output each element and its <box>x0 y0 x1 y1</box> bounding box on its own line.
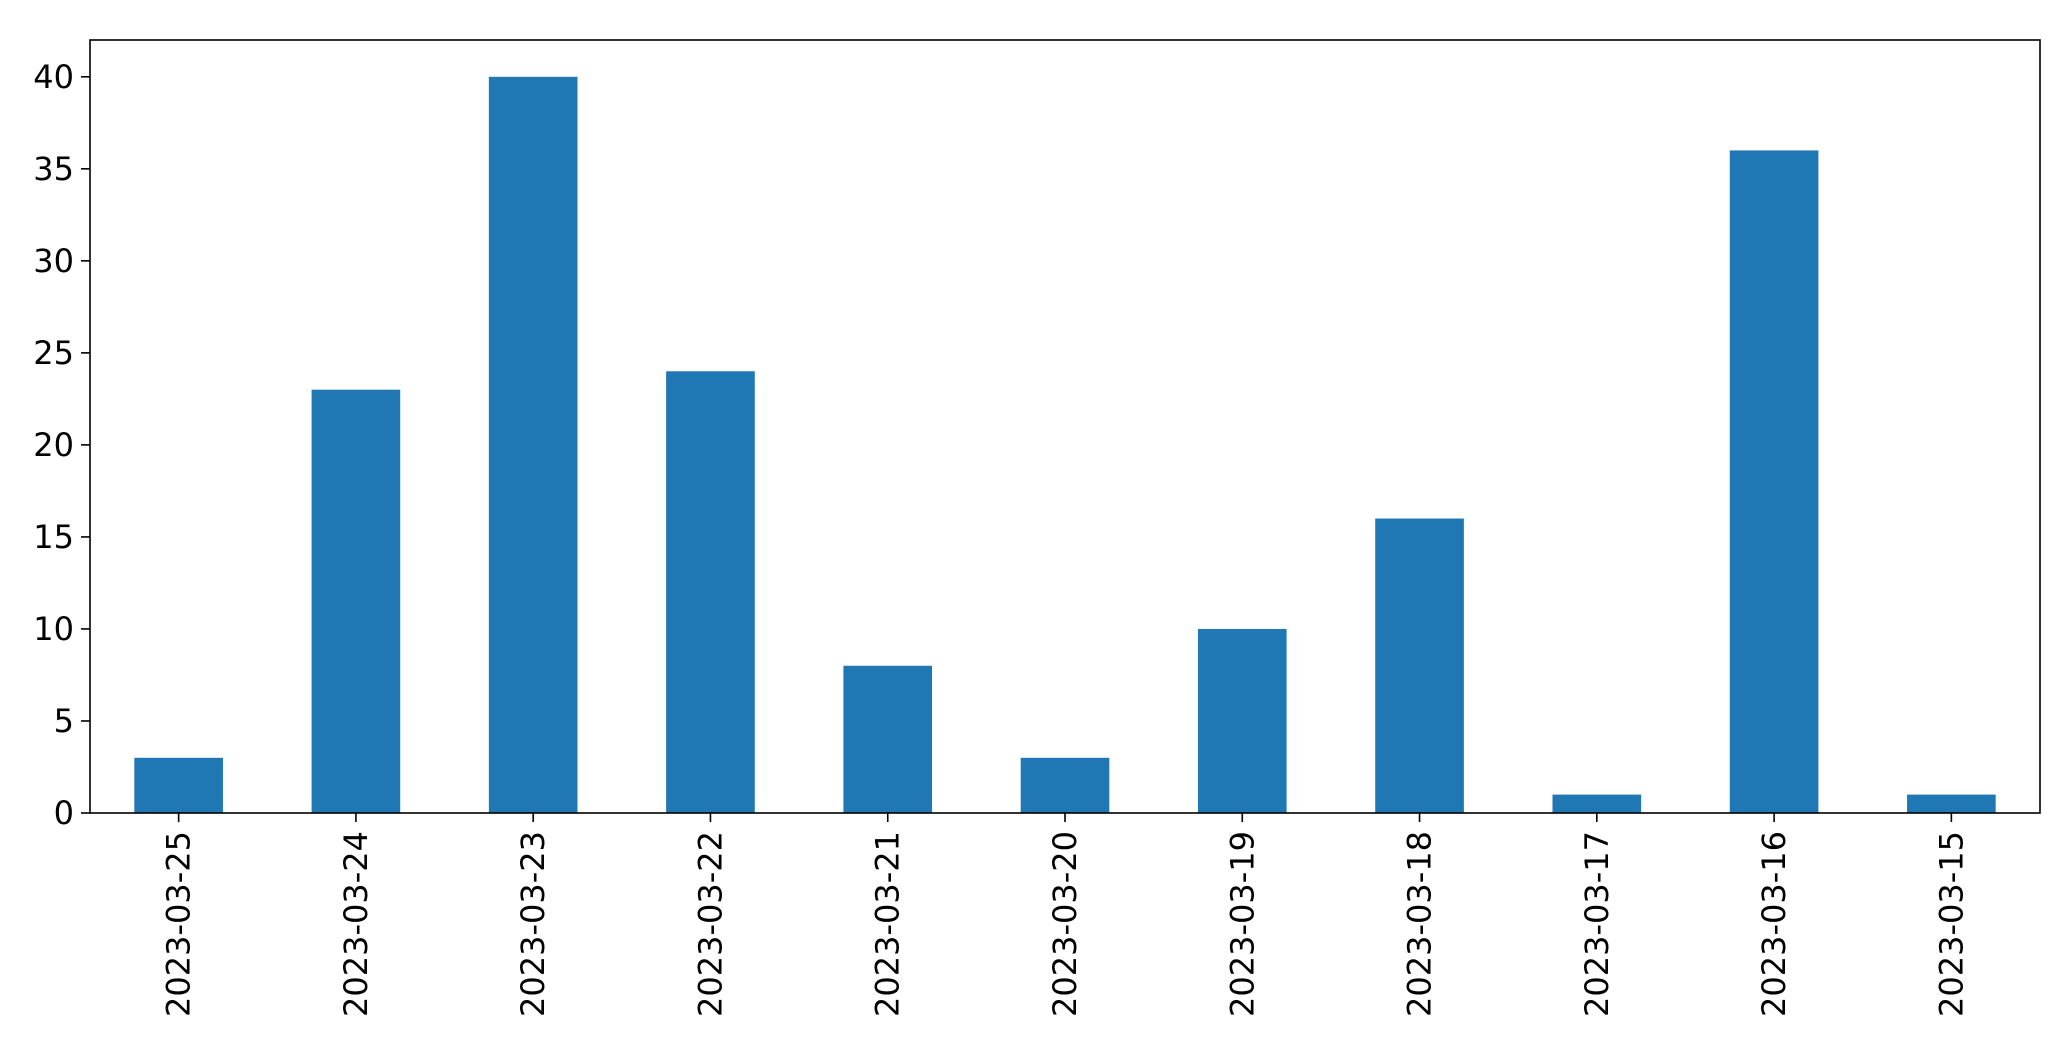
bar-2023-03-19 <box>1197 628 1287 813</box>
bar-2023-03-21 <box>843 665 933 813</box>
x-tick-label: 2023-03-20 <box>1046 831 1084 1017</box>
bar-2023-03-16 <box>1729 150 1819 813</box>
y-tick-label: 0 <box>54 794 74 832</box>
bar-2023-03-20 <box>1020 757 1110 813</box>
x-tick-label: 2023-03-17 <box>1578 831 1616 1017</box>
x-tick-label: 2023-03-18 <box>1401 831 1439 1017</box>
x-tick-label: 2023-03-24 <box>337 831 375 1017</box>
y-tick-label: 10 <box>33 610 74 648</box>
y-tick-label: 20 <box>33 426 74 464</box>
x-tick-label: 2023-03-15 <box>1932 831 1970 1017</box>
bar-2023-03-17 <box>1552 794 1642 813</box>
y-axis: 0 5 10 15 20 25 30 35 40 <box>33 58 90 832</box>
x-axis: 2023-03-25 2023-03-24 2023-03-23 2023-03-22… <box>160 813 1970 1017</box>
y-tick-label: 30 <box>33 242 74 280</box>
bar-2023-03-23 <box>488 76 578 814</box>
x-tick-label: 2023-03-21 <box>869 831 907 1017</box>
bar-2023-03-18 <box>1375 518 1464 813</box>
bars-group <box>134 76 1996 814</box>
y-tick-label: 15 <box>33 518 74 556</box>
x-tick-label: 2023-03-19 <box>1223 831 1261 1017</box>
y-tick-label: 35 <box>33 150 74 188</box>
x-tick-label: 2023-03-23 <box>514 831 552 1017</box>
x-tick-label: 2023-03-16 <box>1755 831 1793 1017</box>
x-tick-label: 2023-03-22 <box>691 831 729 1017</box>
y-tick-label: 25 <box>33 334 74 372</box>
y-tick-label: 40 <box>33 58 74 96</box>
bar-2023-03-22 <box>666 371 755 813</box>
y-tick-label: 5 <box>54 702 74 740</box>
x-tick-label: 2023-03-25 <box>160 831 198 1017</box>
bar-2023-03-25 <box>134 757 223 813</box>
bar-2023-03-24 <box>311 389 401 813</box>
bar-2023-03-15 <box>1907 794 1996 813</box>
